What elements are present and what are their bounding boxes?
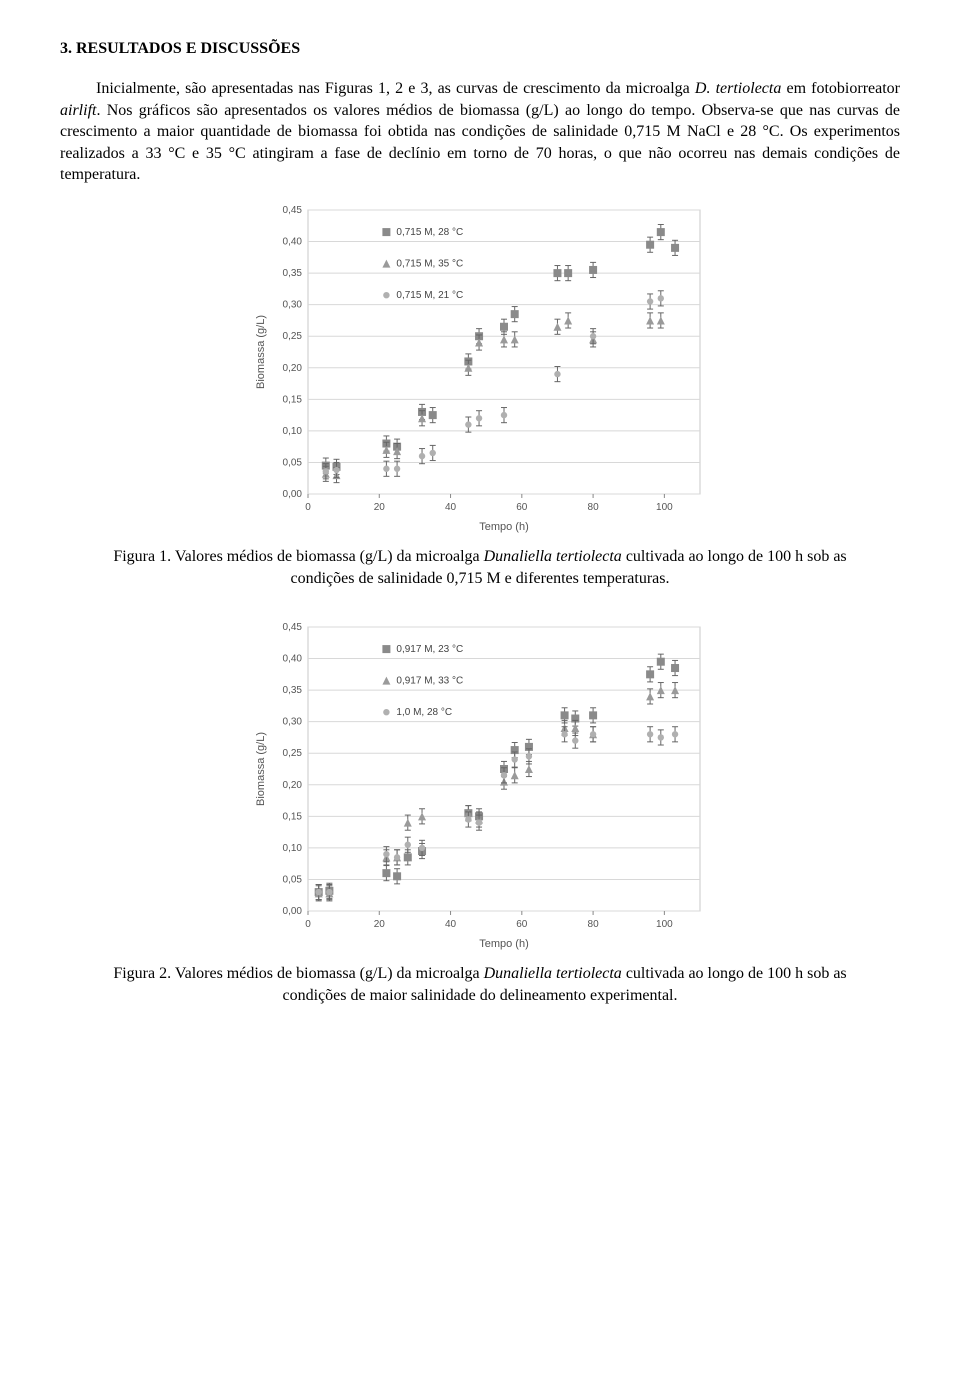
svg-text:40: 40 [445, 919, 457, 930]
svg-text:Biomassa (g/L): Biomassa (g/L) [255, 315, 267, 389]
svg-text:0,45: 0,45 [283, 622, 303, 633]
svg-text:Tempo (h): Tempo (h) [479, 938, 529, 950]
svg-text:0: 0 [305, 919, 311, 930]
paragraph-1: Inicialmente, são apresentadas nas Figur… [60, 78, 900, 186]
svg-text:60: 60 [516, 919, 528, 930]
fig2-cap-b: Dunaliella tertiolecta [484, 965, 622, 982]
svg-text:0,35: 0,35 [283, 268, 303, 279]
svg-text:Tempo (h): Tempo (h) [479, 521, 529, 533]
svg-text:0: 0 [305, 502, 311, 513]
svg-text:0,715 M, 21 °C: 0,715 M, 21 °C [396, 290, 463, 301]
svg-text:0,25: 0,25 [283, 331, 303, 342]
para1-text-e: . Nos gráficos são apresentados os valor… [60, 102, 900, 184]
svg-text:80: 80 [588, 502, 600, 513]
svg-text:0,15: 0,15 [283, 811, 303, 822]
svg-text:0,10: 0,10 [283, 843, 303, 854]
svg-text:20: 20 [374, 502, 386, 513]
para1-text-d: airlift [60, 102, 96, 119]
chart-2-svg: 0,00 0,05 0,10 0,15 0,20 0,25 0,30 0,35 0,40 0,45… [250, 617, 710, 957]
svg-text:0,25: 0,25 [283, 748, 303, 759]
svg-text:0,10: 0,10 [283, 426, 303, 437]
para1-text-c: em fotobiorreator [781, 80, 900, 97]
svg-text:0,30: 0,30 [283, 300, 303, 311]
svg-text:0,45: 0,45 [283, 205, 303, 216]
svg-text:Biomassa (g/L): Biomassa (g/L) [255, 732, 267, 806]
svg-text:0,40: 0,40 [283, 237, 303, 248]
svg-text:0,30: 0,30 [283, 717, 303, 728]
svg-text:0,05: 0,05 [283, 457, 303, 468]
svg-text:40: 40 [445, 502, 457, 513]
para1-text-a: Inicialmente, são apresentadas nas Figur… [96, 80, 695, 97]
figure-2-chart: 0,00 0,05 0,10 0,15 0,20 0,25 0,30 0,35 0,40 0,45… [60, 617, 900, 957]
svg-text:100: 100 [656, 919, 673, 930]
figure-1-chart: 0,00 0,05 0,10 0,15 0,20 0,25 0,30 0,35 0,40 0,45… [60, 200, 900, 540]
svg-text:0,715 M, 28 °C: 0,715 M, 28 °C [396, 227, 463, 238]
section-heading: 3. RESULTADOS E DISCUSSÕES [60, 40, 900, 58]
svg-text:0,40: 0,40 [283, 654, 303, 665]
svg-text:0,00: 0,00 [283, 489, 303, 500]
svg-text:80: 80 [588, 919, 600, 930]
figure-2-caption: Figura 2. Valores médios de biomassa (g/… [100, 963, 860, 1006]
svg-text:0,15: 0,15 [283, 394, 303, 405]
chart-1-svg: 0,00 0,05 0,10 0,15 0,20 0,25 0,30 0,35 0,40 0,45… [250, 200, 710, 540]
svg-text:0,917 M, 23 °C: 0,917 M, 23 °C [396, 644, 463, 655]
svg-text:0,715 M, 35 °C: 0,715 M, 35 °C [396, 259, 463, 270]
svg-text:1,0 M, 28 °C: 1,0 M, 28 °C [396, 707, 452, 718]
svg-text:0,20: 0,20 [283, 780, 303, 791]
svg-text:0,20: 0,20 [283, 363, 303, 374]
svg-text:0,917 M, 33 °C: 0,917 M, 33 °C [396, 676, 463, 687]
svg-text:20: 20 [374, 919, 386, 930]
fig1-cap-b: Dunaliella tertiolecta [484, 548, 622, 565]
fig2-cap-a: Figura 2. Valores médios de biomassa (g/… [113, 965, 483, 982]
svg-text:0,35: 0,35 [283, 685, 303, 696]
svg-text:0,00: 0,00 [283, 906, 303, 917]
para1-text-b: D. tertiolecta [695, 80, 781, 97]
fig1-cap-a: Figura 1. Valores médios de biomassa (g/… [113, 548, 483, 565]
svg-text:100: 100 [656, 502, 673, 513]
svg-text:0,05: 0,05 [283, 875, 303, 886]
figure-1-caption: Figura 1. Valores médios de biomassa (g/… [100, 546, 860, 589]
svg-text:60: 60 [516, 502, 528, 513]
